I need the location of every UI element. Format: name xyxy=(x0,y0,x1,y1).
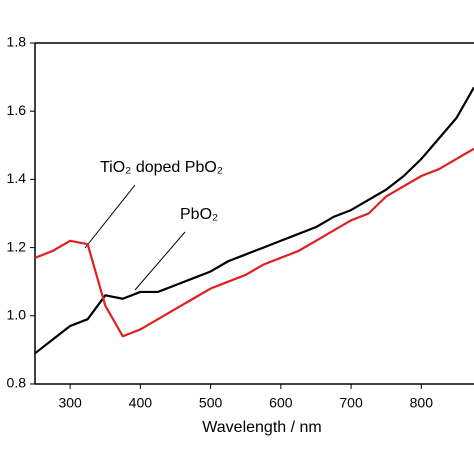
x-tick-label: 500 xyxy=(199,395,223,411)
y-tick-label: 1.2 xyxy=(7,238,27,254)
x-tick-label: 800 xyxy=(410,395,434,411)
annotation-pointer xyxy=(84,184,136,249)
x-tick-label: 700 xyxy=(339,395,363,411)
y-tick-label: 1.6 xyxy=(7,102,27,118)
series-line xyxy=(34,147,474,338)
x-tick-label: 400 xyxy=(129,395,153,411)
series-annotation: PbO₂ xyxy=(180,206,218,223)
x-axis-label: Wavelength / nm xyxy=(202,419,321,436)
series-annotation: TiO₂ doped PbO₂ xyxy=(100,159,223,176)
x-tick-label: 300 xyxy=(58,395,82,411)
x-tick-label: 600 xyxy=(269,395,293,411)
y-tick-label: 0.8 xyxy=(7,375,27,391)
series-line xyxy=(34,86,474,355)
y-tick-label: 1.4 xyxy=(7,170,27,186)
y-tick-label: 1.8 xyxy=(7,34,27,50)
y-tick-label: 1.0 xyxy=(7,307,27,323)
annotation-pointer xyxy=(134,231,186,291)
